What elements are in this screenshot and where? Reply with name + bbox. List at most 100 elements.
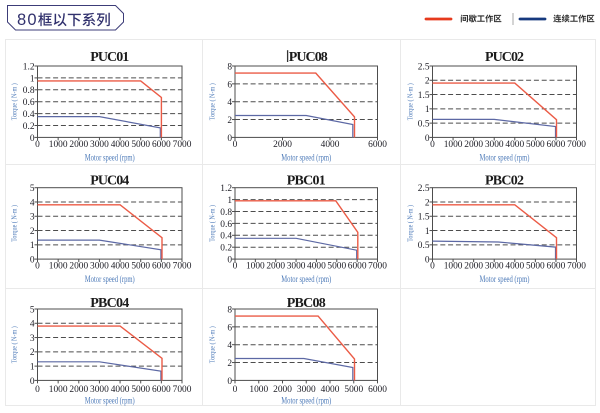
svg-text:0: 0 <box>35 385 40 395</box>
svg-text:1000: 1000 <box>49 385 68 395</box>
svg-text:0: 0 <box>30 134 35 144</box>
svg-text:0: 0 <box>35 262 40 272</box>
svg-text:0: 0 <box>425 256 430 266</box>
svg-text:5000: 5000 <box>131 140 150 150</box>
svg-text:2.5: 2.5 <box>418 62 430 72</box>
svg-text:8: 8 <box>227 305 232 315</box>
svg-text:1: 1 <box>30 241 35 251</box>
svg-text:Motor speed (rpm): Motor speed (rpm) <box>85 152 135 162</box>
svg-text:2000: 2000 <box>273 385 292 395</box>
svg-text:1.5: 1.5 <box>418 91 430 101</box>
svg-text:0.6: 0.6 <box>23 98 35 108</box>
svg-text:Torque ( N-m ): Torque ( N-m ) <box>10 205 19 242</box>
svg-text:2000: 2000 <box>464 140 483 150</box>
svg-text:0: 0 <box>233 140 238 150</box>
svg-text:7000: 7000 <box>173 262 192 272</box>
svg-text:3000: 3000 <box>287 262 306 272</box>
svg-text:2: 2 <box>227 116 232 126</box>
svg-text:1000: 1000 <box>49 262 68 272</box>
svg-text:Torque ( N-m ): Torque ( N-m ) <box>208 205 217 242</box>
svg-text:1000: 1000 <box>444 262 463 272</box>
svg-text:PUC04: PUC04 <box>90 174 129 189</box>
svg-text:PBC02: PBC02 <box>485 174 524 189</box>
svg-text:80: 80 <box>17 11 37 29</box>
svg-text:2.5: 2.5 <box>418 184 430 194</box>
svg-text:5000: 5000 <box>131 262 150 272</box>
svg-text:5000: 5000 <box>131 385 150 395</box>
svg-text:1000: 1000 <box>49 140 68 150</box>
svg-text:0: 0 <box>227 377 232 387</box>
svg-text:1000: 1000 <box>249 385 268 395</box>
svg-text:5000: 5000 <box>327 262 346 272</box>
svg-text:4: 4 <box>30 320 35 330</box>
svg-text:3000: 3000 <box>90 385 109 395</box>
svg-text:3000: 3000 <box>90 140 109 150</box>
svg-text:5000: 5000 <box>526 262 545 272</box>
svg-text:4000: 4000 <box>505 140 524 150</box>
svg-text:6000: 6000 <box>152 385 171 395</box>
svg-text:0.8: 0.8 <box>23 86 35 96</box>
svg-text:Torque ( N-m ): Torque ( N-m ) <box>10 326 19 363</box>
svg-text:2000: 2000 <box>266 262 285 272</box>
svg-text:2: 2 <box>30 348 35 358</box>
svg-text:Motor speed (rpm): Motor speed (rpm) <box>281 152 331 162</box>
svg-text:3: 3 <box>30 213 35 223</box>
svg-text:4000: 4000 <box>111 262 130 272</box>
svg-text:0: 0 <box>30 377 35 387</box>
svg-text:7000: 7000 <box>567 140 586 150</box>
svg-text:5000: 5000 <box>526 140 545 150</box>
svg-text:PBC04: PBC04 <box>90 296 129 311</box>
svg-text:6000: 6000 <box>152 262 171 272</box>
svg-text:1000: 1000 <box>246 262 265 272</box>
svg-text:5: 5 <box>30 184 35 194</box>
svg-text:4000: 4000 <box>321 140 340 150</box>
svg-text:Torque ( N-m ): Torque ( N-m ) <box>406 205 415 242</box>
svg-text:0: 0 <box>233 385 238 395</box>
svg-text:0.4: 0.4 <box>220 232 232 242</box>
svg-text:7000: 7000 <box>567 262 586 272</box>
svg-text:3000: 3000 <box>485 140 504 150</box>
svg-text:4: 4 <box>30 198 35 208</box>
svg-text:7000: 7000 <box>173 140 192 150</box>
svg-text:1: 1 <box>227 196 232 206</box>
svg-text:0: 0 <box>35 140 40 150</box>
svg-text:1: 1 <box>30 74 35 84</box>
svg-text:3000: 3000 <box>485 262 504 272</box>
svg-text:Torque ( N-m ): Torque ( N-m ) <box>10 83 19 120</box>
svg-text:2000: 2000 <box>464 262 483 272</box>
svg-text:0.2: 0.2 <box>23 122 35 132</box>
svg-text:0: 0 <box>430 140 435 150</box>
svg-text:7000: 7000 <box>173 385 192 395</box>
svg-text:0.5: 0.5 <box>418 120 430 130</box>
svg-text:Motor speed (rpm): Motor speed (rpm) <box>85 395 135 405</box>
svg-text:1: 1 <box>425 227 430 237</box>
svg-text:1.5: 1.5 <box>418 213 430 223</box>
svg-text:6000: 6000 <box>152 140 171 150</box>
svg-text:1.2: 1.2 <box>23 62 35 72</box>
svg-text:Torque ( N-m ): Torque ( N-m ) <box>208 326 217 363</box>
svg-text:4: 4 <box>227 98 232 108</box>
svg-text:6000: 6000 <box>547 262 566 272</box>
svg-text:0: 0 <box>227 134 232 144</box>
svg-text:4000: 4000 <box>111 385 130 395</box>
svg-text:2: 2 <box>425 77 430 87</box>
svg-text:0: 0 <box>425 134 430 144</box>
svg-text:Torque ( N-m ): Torque ( N-m ) <box>406 83 415 120</box>
svg-text:6000: 6000 <box>348 262 367 272</box>
svg-text:3000: 3000 <box>297 385 316 395</box>
svg-text:PUC02: PUC02 <box>485 50 524 65</box>
svg-text:2000: 2000 <box>273 140 292 150</box>
svg-text:0.4: 0.4 <box>23 110 35 120</box>
svg-text:2000: 2000 <box>69 262 88 272</box>
svg-text:3000: 3000 <box>90 262 109 272</box>
svg-text:PBC08: PBC08 <box>287 296 326 311</box>
svg-text:0.5: 0.5 <box>418 241 430 251</box>
svg-text:6: 6 <box>227 323 232 333</box>
svg-text:Motor speed (rpm): Motor speed (rpm) <box>480 152 530 162</box>
svg-text:2: 2 <box>227 359 232 369</box>
svg-text:4000: 4000 <box>321 385 340 395</box>
svg-text:0: 0 <box>430 262 435 272</box>
svg-text:1000: 1000 <box>444 140 463 150</box>
svg-text:Motor speed (rpm): Motor speed (rpm) <box>85 274 135 284</box>
svg-text:0.8: 0.8 <box>220 208 232 218</box>
